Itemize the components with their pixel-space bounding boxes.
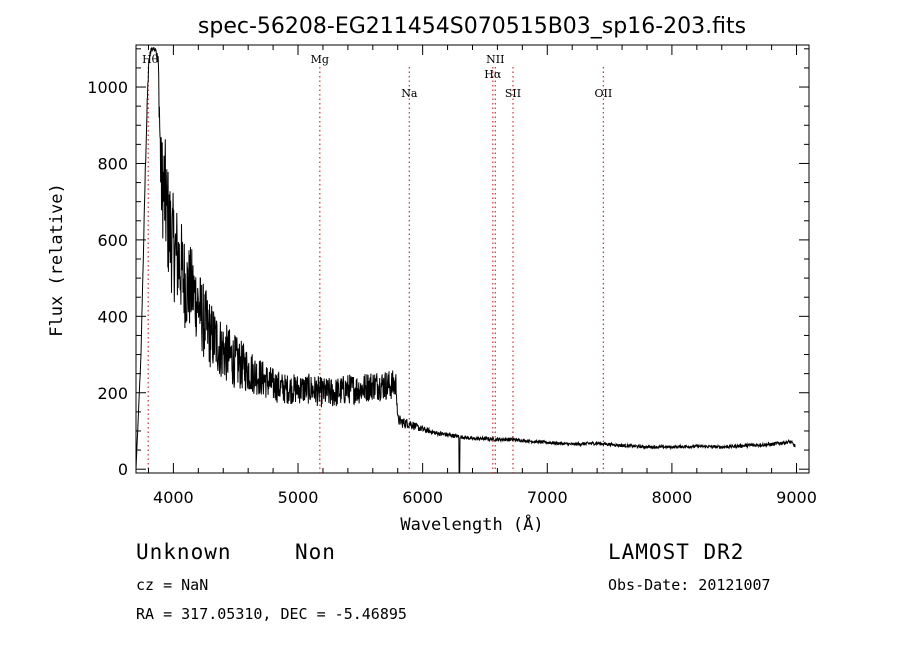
y-tick-label: 600 bbox=[97, 231, 128, 250]
coordinates-text: RA = 317.05310, DEC = -5.46895 bbox=[136, 605, 407, 623]
x-axis-ticks: 4000 5000 6000 7000 8000 9000 bbox=[147, 45, 817, 507]
line-marker-label: NII bbox=[486, 53, 504, 66]
class-label: Unknown bbox=[136, 540, 232, 564]
y-axis-ticks: 0 200 400 600 800 1000 bbox=[87, 48, 809, 479]
y-tick-label: 1000 bbox=[87, 78, 128, 97]
cz-text: cz = NaN bbox=[136, 576, 209, 594]
y-tick-label: 400 bbox=[97, 307, 128, 326]
line-marker-label: Hα bbox=[484, 68, 502, 81]
plot-frame bbox=[135, 44, 810, 474]
y-tick-label: 200 bbox=[97, 384, 128, 403]
line-marker-label: Mg bbox=[311, 53, 329, 66]
line-marker-label: SII bbox=[505, 87, 521, 100]
spectrum-line bbox=[135, 47, 796, 474]
x-tick-label: 7000 bbox=[527, 488, 568, 507]
line-marker-label: Na bbox=[401, 87, 418, 100]
x-tick-label: 5000 bbox=[278, 488, 319, 507]
x-tick-label: 8000 bbox=[652, 488, 693, 507]
y-tick-label: 0 bbox=[118, 460, 128, 479]
spectrum-series bbox=[135, 47, 796, 474]
subclass-label: Non bbox=[295, 540, 336, 564]
survey-label: LAMOST DR2 bbox=[608, 540, 745, 564]
chart-title: spec-56208-EG211454S070515B03_sp16-203.f… bbox=[198, 14, 746, 39]
line-marker-label: OII bbox=[595, 87, 613, 100]
x-tick-label: 6000 bbox=[402, 488, 443, 507]
y-axis-label: Flux (relative) bbox=[47, 183, 67, 337]
x-tick-label: 9000 bbox=[776, 488, 817, 507]
line-marker-label: Hθ bbox=[142, 53, 159, 66]
x-axis-label: Wavelength (Å) bbox=[400, 513, 543, 535]
x-tick-label: 4000 bbox=[153, 488, 194, 507]
obs-date-text: Obs-Date: 20121007 bbox=[608, 576, 771, 594]
y-tick-label: 800 bbox=[97, 154, 128, 173]
